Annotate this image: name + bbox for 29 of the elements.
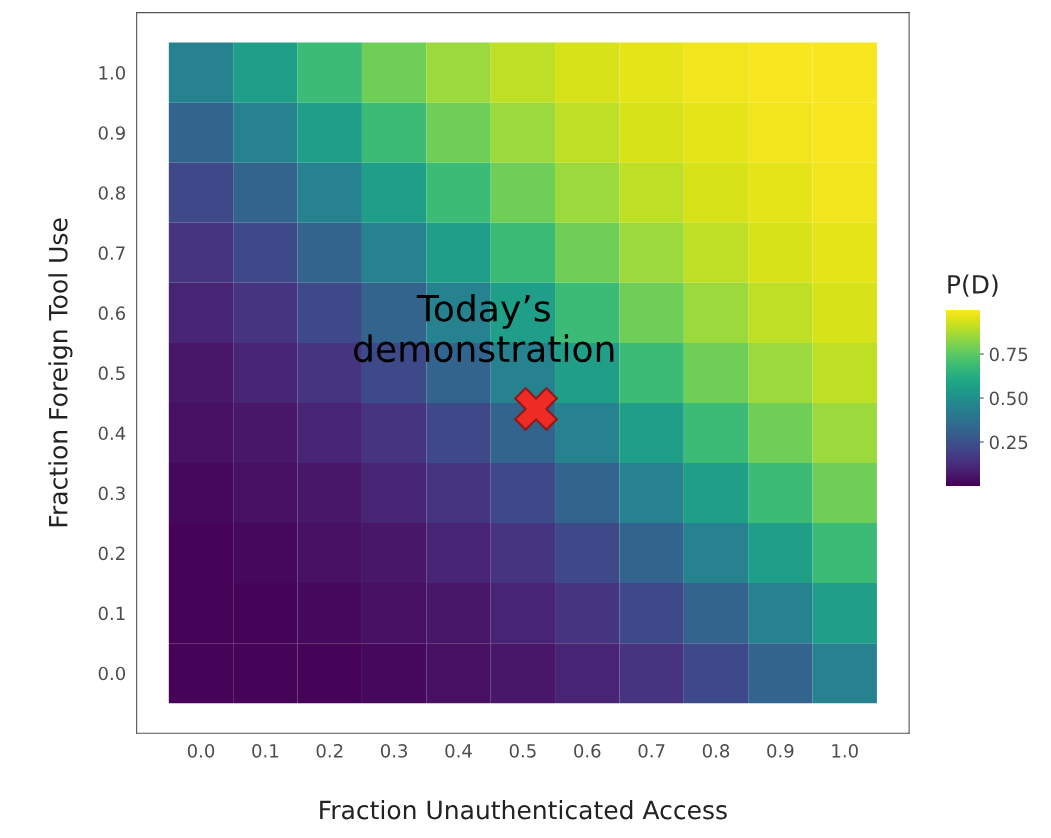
y-tick-label: 0.5 xyxy=(98,366,125,381)
x-tick-label: 0.2 xyxy=(316,743,343,758)
y-tick-label: 1.0 xyxy=(99,66,126,80)
color-bar-label: 0.25 xyxy=(989,435,1028,450)
x-tick-label: 0.0 xyxy=(187,743,215,758)
y-tick-label: 0.7 xyxy=(98,246,125,260)
x-tick-label: 0.6 xyxy=(574,743,601,758)
y-tick-label: 0.6 xyxy=(98,306,126,320)
color-bar-label: 0.75 xyxy=(989,347,1028,362)
color-bar-label: 0.50 xyxy=(989,391,1028,406)
x-tick-label: 0.9 xyxy=(767,743,794,758)
y-axis-title: Fraction Foreign Tool Use xyxy=(48,218,73,527)
y-tick-label: 0.9 xyxy=(98,126,125,140)
y-tick-label: 0.4 xyxy=(98,426,126,441)
x-tick-label: 0.8 xyxy=(702,743,730,758)
x-axis-title: Fraction Unauthenticated Access xyxy=(320,800,727,820)
x-tick-label: 0.1 xyxy=(252,743,279,758)
x-tick-label: 0.5 xyxy=(509,743,536,758)
color-bar-title: P(D) xyxy=(948,274,998,297)
y-tick-label: 0.2 xyxy=(98,546,125,561)
x-tick-label: 0.4 xyxy=(445,743,472,758)
y-tick-label: 0.1 xyxy=(98,606,125,621)
y-tick-label: 0.3 xyxy=(98,486,125,501)
annotation: Today’s demonstration xyxy=(354,293,614,363)
x-tick-label: 0.3 xyxy=(380,743,408,758)
y-tick-label: 0.8 xyxy=(98,186,125,200)
y-tick-label: 0.0 xyxy=(98,666,126,681)
x-tick-label: 0.7 xyxy=(638,743,665,758)
x-tick-label: 1.0 xyxy=(832,743,858,758)
